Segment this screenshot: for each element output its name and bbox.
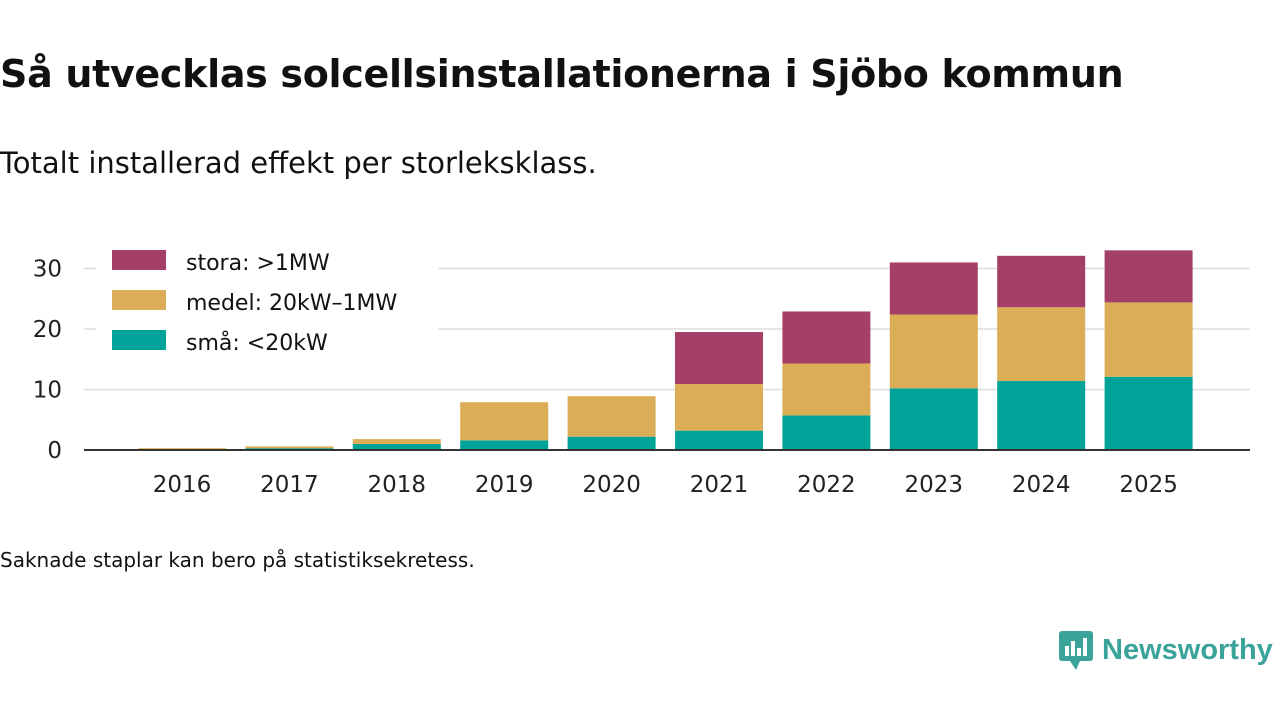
x-tick-label: 2019 <box>475 472 534 498</box>
y-tick-label: 20 <box>33 317 62 343</box>
x-tick-label: 2025 <box>1119 472 1178 498</box>
legend-swatch-sma <box>112 330 166 350</box>
bar-sma-2021[interactable] <box>675 430 763 450</box>
x-tick-label: 2024 <box>1012 472 1071 498</box>
bar-stora-2022[interactable] <box>782 311 871 364</box>
footnote: Saknade staplar kan bero på statistiksek… <box>0 548 475 572</box>
bar-medel-2021[interactable] <box>675 384 763 431</box>
x-tick-label: 2023 <box>905 472 964 498</box>
x-tick-label: 2017 <box>260 472 319 498</box>
bar-medel-2024[interactable] <box>997 307 1086 382</box>
chart-subtitle: Totalt installerad effekt per storlekskl… <box>0 146 597 180</box>
x-tick-label: 2016 <box>153 472 212 498</box>
y-tick-label: 10 <box>33 378 62 404</box>
bar-sma-2020[interactable] <box>567 436 656 450</box>
y-tick-label: 30 <box>33 257 62 283</box>
bar-stora-2024[interactable] <box>997 255 1086 308</box>
x-tick-label: 2022 <box>797 472 856 498</box>
chart-title: Så utvecklas solcellsinstallationerna i … <box>0 52 1124 96</box>
bar-stora-2025[interactable] <box>1104 250 1193 303</box>
bar-medel-2016[interactable] <box>138 448 226 450</box>
bar-stora-2023[interactable] <box>889 262 978 315</box>
bar-medel-2025[interactable] <box>1104 302 1193 377</box>
x-tick-label: 2020 <box>582 472 641 498</box>
legend-swatch-medel <box>112 290 166 310</box>
bar-sma-2025[interactable] <box>1104 376 1193 450</box>
legend-label-sma: små: <20kW <box>186 330 328 356</box>
legend-label-stora: stora: >1MW <box>186 251 330 276</box>
bar-medel-2020[interactable] <box>567 396 656 437</box>
brand-name: Newsworthy <box>1102 633 1273 666</box>
bar-medel-2017[interactable] <box>245 446 334 449</box>
legend-label-medel: medel: 20kW–1MW <box>186 291 397 316</box>
bar-stora-2021[interactable] <box>675 332 763 385</box>
bars <box>138 250 1193 450</box>
axes: 0 10 20 30 2016 2017 2018 2019 2020 2021 2022 2023 2… <box>33 257 1250 498</box>
bar-sma-2018[interactable] <box>352 443 441 450</box>
bar-medel-2019[interactable] <box>460 402 549 441</box>
newsworthy-chart-bubble-icon <box>1059 631 1093 670</box>
newsworthy-logo[interactable]: Newsworthy <box>1058 628 1273 672</box>
bar-sma-2019[interactable] <box>460 440 549 450</box>
bar-sma-2022[interactable] <box>782 415 871 450</box>
y-tick-label: 0 <box>47 438 62 464</box>
bar-medel-2022[interactable] <box>782 363 871 416</box>
x-tick-label: 2018 <box>368 472 427 498</box>
legend-swatch-stora <box>112 250 166 270</box>
stacked-bar-chart: 0 10 20 30 2016 2017 2018 2019 2020 2021 2022 2023 2… <box>33 238 1250 498</box>
legend: stora: >1MW medel: 20kW–1MW små: <20kW <box>112 250 397 356</box>
bar-medel-2023[interactable] <box>889 314 978 389</box>
bar-sma-2023[interactable] <box>889 388 978 450</box>
bar-medel-2018[interactable] <box>352 439 441 444</box>
bar-sma-2024[interactable] <box>997 381 1086 450</box>
x-tick-label: 2021 <box>690 472 749 498</box>
